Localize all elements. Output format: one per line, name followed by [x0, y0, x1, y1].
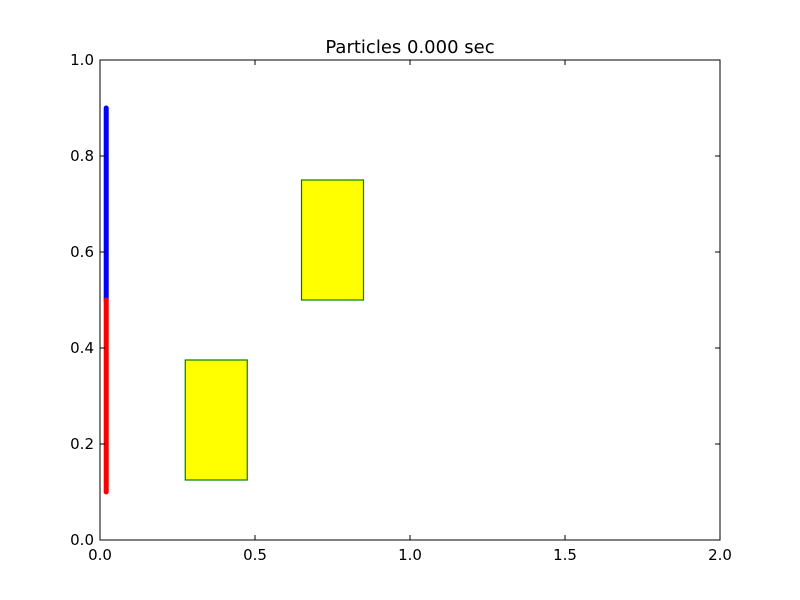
y-tick-label: 0.2 [70, 435, 94, 453]
y-tick-label: 0.4 [70, 339, 94, 357]
y-tick-label: 0.8 [70, 147, 94, 165]
y-tick-label: 0.6 [70, 243, 94, 261]
x-tick-label: 2.0 [708, 546, 732, 564]
rectangles-layer [184, 179, 365, 481]
x-tick-label: 1.0 [398, 546, 422, 564]
obstacle-rect-1 [184, 359, 248, 481]
x-tick-label: 1.5 [553, 546, 577, 564]
ticks-layer: 0.0 0.5 1.0 1.5 2.0 0.0 0.2 0.4 0.6 0.8 1.0 [70, 51, 732, 564]
x-tick-label: 0.0 [88, 546, 112, 564]
chart-title: Particles 0.000 sec [325, 37, 494, 58]
y-tick-label: 1.0 [70, 51, 94, 69]
y-tick-label: 0.0 [70, 531, 94, 549]
x-tick-label: 0.5 [243, 546, 267, 564]
plot-frame [99, 59, 721, 541]
obstacle-rect-2 [300, 179, 365, 301]
